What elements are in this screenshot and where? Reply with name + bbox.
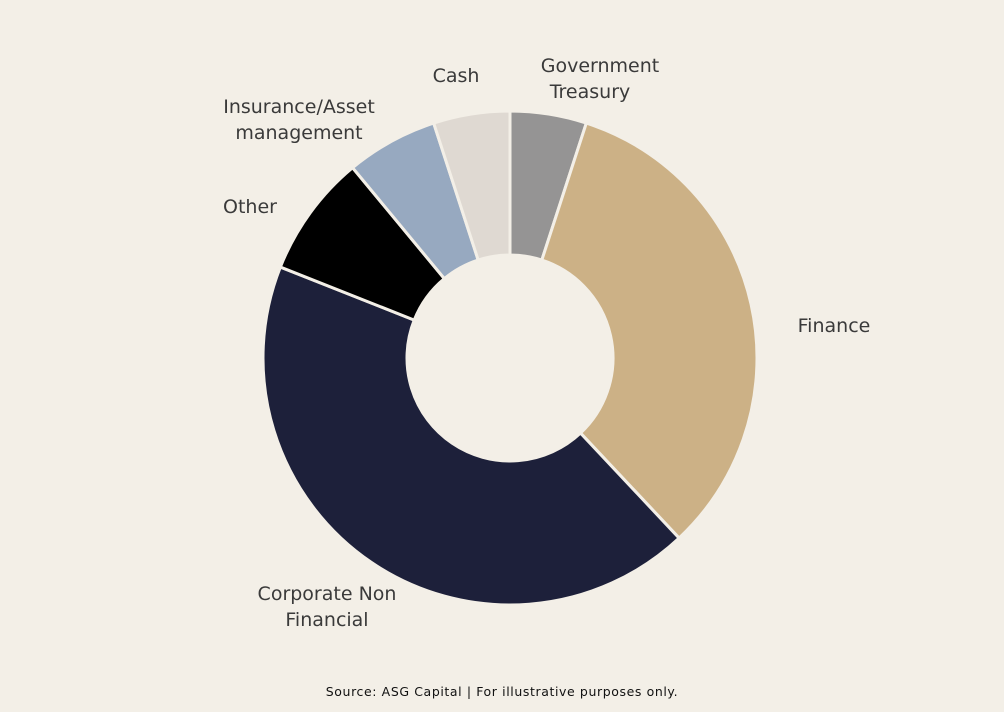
source-note: Source: ASG Capital | For illustrative p… (325, 684, 679, 699)
slice-cash (431, 109, 512, 262)
slice-label: Insurance/Asset management (223, 96, 375, 144)
slice-label: Government Treasury (541, 55, 660, 103)
slice-finance (539, 121, 759, 541)
slice-label: Other (223, 196, 277, 218)
slice-label: Cash (433, 65, 480, 87)
slice-label: Corporate Non Financial (258, 583, 397, 631)
slice-corporate-non-financial (261, 265, 682, 607)
slice-label: Finance (798, 315, 871, 337)
